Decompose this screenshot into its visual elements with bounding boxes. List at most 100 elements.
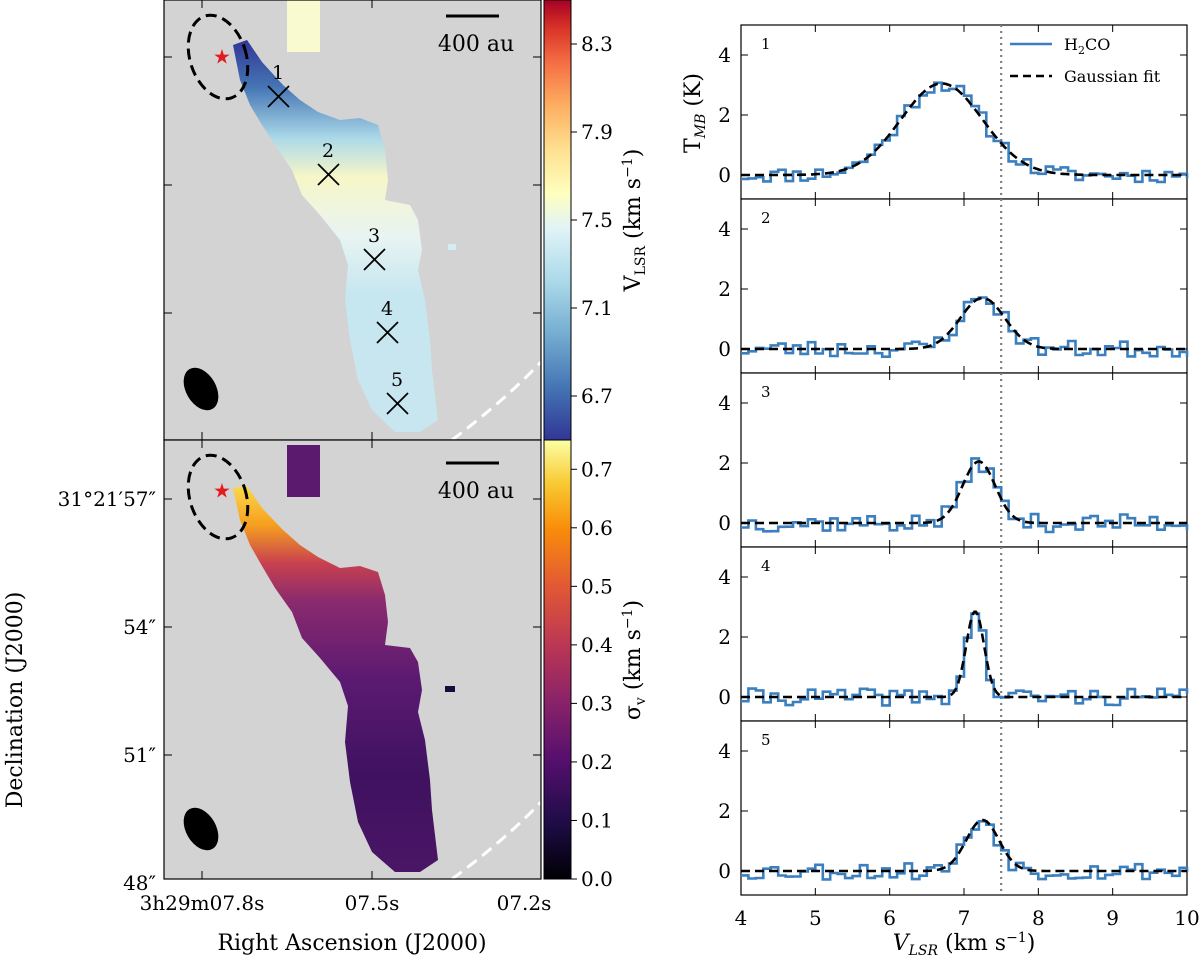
spectrum-3-ytick-label-4: 4 (718, 391, 731, 415)
vlsr-colorbar-tick-label-3: 7.1 (581, 296, 613, 320)
vlsr-patch-right (448, 244, 456, 250)
spectra-x-tick-labels: 4 5 6 7 8 9 10 (735, 906, 1200, 930)
spectra-xtick-label-7: 7 (958, 906, 971, 930)
spectrum-4-ytick-label-2: 2 (718, 625, 731, 649)
sigma-colorbar-tick-label-4: 0.3 (581, 691, 613, 715)
spectrum-5-ytick-label-2: 2 (718, 799, 731, 823)
spectrum-panel-number-1: 1 (761, 35, 771, 53)
spectrum-panel-number-5: 5 (761, 731, 771, 749)
sigma-beam (183, 807, 219, 851)
sigma-colorbar-tick-label-7: 0.0 (581, 867, 613, 891)
legend-fit-label: Gaussian fit (1064, 67, 1161, 86)
sigma-map-frame (163, 439, 542, 880)
spectrum-panel-2: 0 2 4 2 (718, 198, 1189, 374)
spectrum-4-h2co-line (741, 612, 1189, 707)
spectrum-2-ytick-label-2: 2 (718, 277, 731, 301)
svg-text:3: 3 (368, 225, 380, 247)
vlsr-colorbar-tick-label-1: 7.9 (581, 120, 613, 144)
spectrum-1-h2co-line (741, 81, 1189, 184)
spectrum-5-ytick-label-0: 0 (718, 859, 731, 883)
spectra-legend: H2CO Gaussian fit (1010, 35, 1161, 86)
spectrum-panel-number-3: 3 (761, 383, 771, 401)
sigma-filament (233, 486, 438, 872)
sigma-colorbar-label: σv (km s−1) (620, 600, 649, 720)
spectrum-panel-1: 0 2 4 1 (718, 24, 1189, 200)
spectrum-4-ytick-label-0: 0 (718, 685, 731, 709)
spectrum-5-h2co-line (741, 820, 1189, 881)
spectrum-2-ytick-label-0: 0 (718, 337, 731, 361)
ra-tick-072: 07.2s (497, 891, 552, 915)
ra-tick-075: 07.5s (345, 891, 400, 915)
spectrum-1-ytick-label-0: 0 (718, 163, 731, 187)
spectra-xtick-label-9: 9 (1106, 906, 1119, 930)
position-marker-1: 1 (267, 62, 290, 108)
vlsr-beam (183, 367, 219, 411)
spectrum-4-gaussian-fit (741, 610, 1187, 699)
spectrum-1-ytick-label-2: 2 (718, 103, 731, 127)
spectrum-panel-number-4: 4 (761, 557, 771, 575)
sigma-colorbar-tick-label-2: 0.5 (581, 574, 613, 598)
sigma-colorbar-tick-label-6: 0.1 (581, 808, 613, 832)
sigma-colorbar-ticks: 0.7 0.6 0.5 0.4 0.3 0.2 0.1 0.0 (571, 457, 613, 891)
spectrum-1-ytick-label-4: 4 (718, 43, 731, 67)
sigma-colorbar-tick-label-0: 0.7 (581, 457, 613, 481)
spectra-y-axis-title: TMB (K) (681, 73, 709, 153)
sigma-colorbar-gradient (543, 439, 572, 880)
spectrum-4-ytick-label-4: 4 (718, 565, 731, 589)
vlsr-colorbar-gradient (543, 0, 572, 441)
vlsr-primary-beam-arc (451, 360, 541, 440)
position-marker-3: 3 (363, 225, 386, 271)
sigma-map-ticks (164, 440, 542, 879)
spectra-xtick-label-5: 5 (809, 906, 822, 930)
spectra-x-axis-title: VLSR (km s−1) (893, 930, 1036, 959)
vlsr-colorbar: 8.3 7.9 7.5 7.1 6.7 VLSR (km s−1) (543, 0, 649, 441)
spectrum-2-ytick-label-4: 4 (718, 217, 731, 241)
vlsr-source-star: ★ (213, 45, 231, 69)
vlsr-source-ellipse (186, 13, 250, 101)
spectrum-5-ytick-label-4: 4 (718, 739, 731, 763)
vlsr-colorbar-tick-label-2: 7.5 (581, 208, 613, 232)
vlsr-colorbar-tick-label-0: 8.3 (581, 32, 613, 56)
vlsr-colorbar-tick-label-4: 6.7 (581, 384, 613, 408)
spectrum-3-ytick-label-2: 2 (718, 451, 731, 475)
svg-text:4: 4 (381, 298, 393, 320)
sigma-colorbar: 0.7 0.6 0.5 0.4 0.3 0.2 0.1 0.0 σv (km s−1) (543, 439, 649, 891)
vlsr-patch-top (287, 0, 320, 52)
spectra-xtick-label-10: 10 (1174, 906, 1199, 930)
spectrum-panel-number-2: 2 (761, 209, 771, 227)
sigma-colorbar-tick-label-5: 0.2 (581, 750, 613, 774)
spectrum-panel-5: 0 2 4 5 (718, 720, 1189, 896)
spectra-xtick-label-8: 8 (1032, 906, 1045, 930)
dec-tick-51: 51″ (123, 743, 156, 767)
svg-text:1: 1 (272, 62, 284, 84)
position-marker-4: 4 (376, 298, 399, 344)
ra-tick-078: 3h29m07.8s (140, 891, 265, 915)
vlsr-scale-bar-label: 400 au (438, 32, 514, 57)
spectra-xtick-label-4: 4 (735, 906, 748, 930)
sigma-colorbar-tick-label-1: 0.6 (581, 516, 613, 540)
sigma-patch-top (287, 445, 320, 497)
spectrum-2-gaussian-fit (741, 296, 1187, 351)
position-marker-5: 5 (386, 369, 409, 415)
spectrum-panel-4: 0 2 4 4 (718, 546, 1189, 722)
ra-axis-title: Right Ascension (J2000) (217, 931, 486, 956)
dec-axis-title: Declination (J2000) (3, 592, 28, 809)
svg-text:2: 2 (322, 140, 334, 162)
sigma-source-star: ★ (213, 479, 231, 503)
spectrum-3-ytick-label-0: 0 (718, 511, 731, 535)
sigma-scale-bar-label: 400 au (438, 479, 514, 504)
sigma-primary-beam-arc (451, 800, 541, 879)
spectrum-1-gaussian-fit (741, 82, 1187, 177)
position-marker-2: 2 (317, 140, 340, 186)
vlsr-colorbar-ticks: 8.3 7.9 7.5 7.1 6.7 (571, 32, 613, 408)
dec-tick-57: 31°21′57″ (58, 487, 156, 511)
vlsr-map: ★ 400 au 1 2 3 4 5 (163, 0, 542, 441)
sigma-source-ellipse (186, 453, 250, 541)
dec-tick-54: 54″ (123, 615, 156, 639)
sigma-patch-right (445, 686, 455, 692)
dec-tick-48: 48″ (123, 871, 156, 895)
legend-h2co-label: H2CO (1064, 35, 1110, 57)
vlsr-map-ticks (164, 0, 542, 440)
